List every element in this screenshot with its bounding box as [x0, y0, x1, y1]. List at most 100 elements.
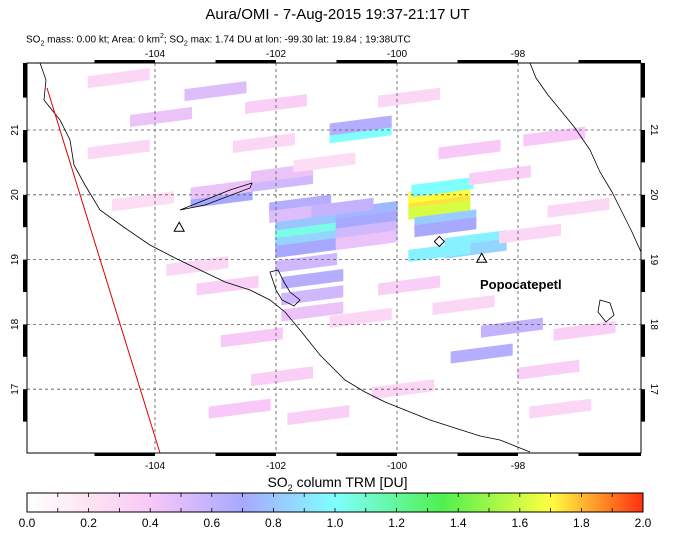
so2-pixel [523, 126, 586, 147]
so2-pixel [281, 269, 344, 290]
so2-summary: SO2 mass: 0.00 kt; Area: 0 km2; SO2 max:… [26, 33, 411, 47]
lat-tick-label-left: 21 [10, 124, 21, 136]
lat-tick-label-right: 19 [648, 254, 659, 266]
so2-pixel [166, 256, 229, 277]
lon-tick-label-top: -98 [511, 49, 526, 60]
border-segment [641, 63, 645, 98]
lat-tick-label-right: 21 [648, 124, 659, 136]
colorbar-label: 0.6 [203, 516, 220, 530]
so2-pixel [275, 237, 338, 258]
lon-tick-label-bottom: -102 [266, 461, 286, 470]
summary-part: SO [26, 34, 41, 46]
border-segment [457, 60, 518, 63]
lon-tick-label-bottom: -100 [387, 461, 407, 470]
so2-pixel [232, 132, 295, 153]
so2-pixels [87, 68, 616, 426]
lat-tick-label-right: 17 [648, 384, 659, 396]
so2-pixel [111, 191, 174, 212]
so2-pixel [517, 359, 580, 380]
so2-pixel [378, 275, 441, 296]
west-coastline [39, 63, 531, 453]
lat-tick-label-left: 18 [10, 318, 21, 330]
so2-pixel [432, 294, 495, 315]
so2-pixel [87, 139, 150, 160]
so2-pixel [553, 320, 616, 341]
east-coastline [529, 63, 641, 253]
summary-sub: 2 [183, 40, 188, 48]
colorbar-label: 2.0 [635, 516, 652, 530]
lat-tick-label-left: 19 [10, 254, 21, 266]
volcano-triangle-icon [475, 252, 488, 263]
border-segment [23, 63, 27, 98]
so2-pixel [245, 94, 307, 115]
colorbar-label: 0.4 [142, 516, 159, 530]
so2-pixel [281, 285, 344, 306]
colorbar-title-part: SO [267, 474, 288, 490]
border-segment [23, 194, 27, 228]
tick-labels: -104 -104 -102 -102 -100 -100 -98 -98 21 21 20 20 19… [10, 49, 659, 470]
so2-pixel [468, 165, 531, 186]
colorbar-label: 1.4 [450, 516, 467, 530]
border-segment [641, 130, 645, 163]
so2-pixel [408, 241, 471, 262]
border-segment [641, 194, 645, 228]
so2-pixel [372, 379, 435, 400]
lon-tick-label-top: -102 [266, 49, 286, 60]
so2-pixel [450, 343, 513, 364]
lat-tick-label-left: 20 [10, 189, 21, 201]
colorbar-title-part: column TRM [DU] [292, 474, 408, 490]
island [597, 299, 615, 323]
so2-pixel [335, 230, 398, 251]
summary-part: mass: 0.00 kt; Area: 0 km [44, 34, 160, 46]
border-segment [641, 389, 645, 422]
so2-pixel [408, 199, 471, 220]
lake-chapala [269, 269, 301, 307]
colorbar-label: 0.8 [265, 516, 282, 530]
lat-tick-label-right: 18 [648, 319, 659, 331]
colorbar-label: 0.0 [19, 516, 36, 530]
border-segment [336, 453, 397, 456]
so2-pixel [293, 152, 356, 173]
graticule [27, 63, 641, 453]
so2-pixel [414, 217, 477, 238]
volcano-markers [173, 221, 488, 263]
so2-pixel [529, 398, 592, 419]
colorbar: 0.0 0.2 0.4 0.6 0.8 1.0 1.2 1.4 1.6 1.8 2.0 [19, 492, 652, 530]
so2-pixel [220, 327, 283, 348]
border-segment [215, 453, 276, 456]
border-segment [641, 324, 645, 357]
border-segment [457, 453, 518, 456]
orbit-edge-line [46, 87, 161, 454]
so2-pixel [87, 68, 150, 89]
summary-part: ; SO [163, 34, 184, 46]
so2-pixel [499, 223, 562, 244]
border-segment [215, 60, 276, 63]
so2-pixel [130, 107, 193, 128]
so2-pixel [287, 405, 350, 426]
map-title: Aura/OMI - 7-Aug-2015 19:37-21:17 UT [205, 6, 470, 23]
colorbar-label: 0.2 [80, 516, 97, 530]
lon-tick-label-top: -100 [387, 49, 407, 60]
so2-pixel [251, 366, 314, 387]
map-border [23, 60, 645, 456]
summary-sub: 2 [40, 40, 45, 48]
border-segment [578, 60, 641, 63]
so2-pixel [547, 197, 610, 218]
so2-pixel [275, 252, 338, 273]
so2-pixel [329, 115, 392, 136]
border-segment [641, 259, 645, 292]
so2-pixel [281, 301, 344, 322]
summary-part: max: 1.74 DU at lon: -99.30 lat: 19.84 ;… [187, 34, 411, 46]
so2-pixel [208, 398, 271, 419]
so2-map: Popocatepetl -104 -104 -102 -102 -100 -100 -98… [10, 49, 659, 470]
so2-pixel [480, 317, 543, 338]
summary-sup: 2 [159, 33, 164, 40]
so2-pixel [329, 307, 392, 328]
volcano-triangle-icon [173, 221, 186, 232]
border-segment [23, 130, 27, 163]
so2-pixel [438, 139, 501, 160]
map-frame [26, 62, 642, 454]
so2-pixel [411, 177, 474, 198]
so2-pixel [184, 81, 247, 102]
lat-tick-label-right: 20 [648, 189, 659, 201]
